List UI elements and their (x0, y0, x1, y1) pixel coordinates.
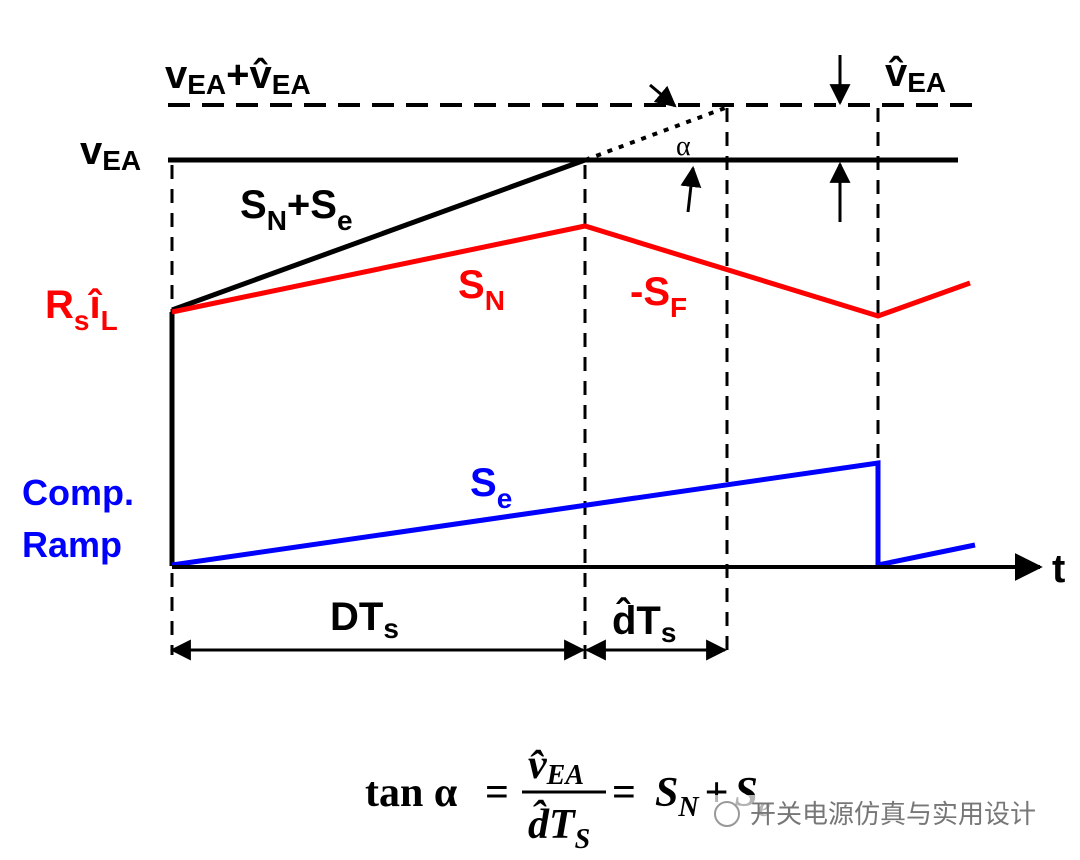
label: d̂Ts (612, 596, 676, 648)
labels: vEA+v̂EA v̂EA vEA SN+Se α RsîL SN -SF Co… (22, 51, 1065, 648)
alpha: α (676, 131, 691, 162)
equation-denominator: d̂TS (528, 799, 590, 855)
watermark: 开关电源仿真与实用设计 (750, 800, 1036, 830)
label: -SF (630, 270, 687, 323)
equation-sign: = (485, 770, 509, 816)
axis-label: t (1052, 547, 1065, 591)
equation-numerator: v̂EA (528, 742, 584, 791)
label: Se (470, 461, 512, 514)
equation-lhs: tan α (365, 770, 458, 816)
label: SN (458, 263, 505, 316)
label: vEA+v̂EA (165, 53, 311, 100)
label: DTs (330, 595, 399, 644)
equation-sign: = (612, 770, 636, 816)
watermark-icon (714, 801, 740, 827)
label: vEA (80, 129, 141, 176)
label: v̂EA (885, 51, 946, 98)
watermark-bg (700, 795, 1050, 835)
arrows (169, 55, 851, 661)
waveforms (168, 106, 1043, 581)
label: RsîL (45, 283, 118, 336)
label: Ramp (22, 524, 122, 565)
label: SN+Se (240, 183, 353, 236)
label: Comp. (22, 472, 134, 513)
equation: tan α = v̂EA d̂TS = SN+Se 开关电源仿真与实用设计 (365, 742, 1050, 855)
